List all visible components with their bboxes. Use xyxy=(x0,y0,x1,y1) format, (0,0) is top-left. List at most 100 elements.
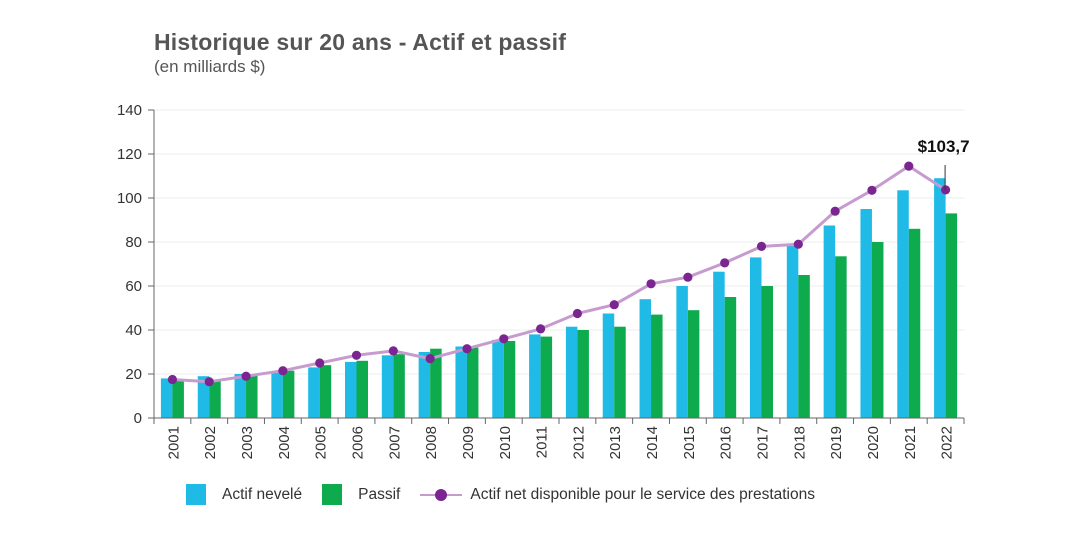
legend-label-actif-net: Actif net disponible pour le service des… xyxy=(470,485,815,503)
bar-passif-2021 xyxy=(908,228,921,418)
bar-passif-2001 xyxy=(172,380,184,418)
legend: Actif nevelé Passif Actif net disponible… xyxy=(186,484,835,505)
bar-actif-2012 xyxy=(565,326,578,418)
x-tick-label-2013: 2013 xyxy=(607,426,624,459)
bar-passif-2005 xyxy=(319,365,332,418)
bar-actif-2021 xyxy=(897,190,909,418)
x-tick-label-2008: 2008 xyxy=(423,426,440,459)
line-series-group xyxy=(167,161,951,387)
bar-actif-2016 xyxy=(713,271,725,418)
x-tick-label-2004: 2004 xyxy=(276,426,293,459)
bar-actif-2008 xyxy=(418,352,431,418)
x-axis-ticks: 2001 2002 2003 2004 2005 2006 2007 2008 2009 2010… xyxy=(153,418,965,459)
bar-actif-2005 xyxy=(308,367,320,418)
y-tick-label-60: 60 xyxy=(125,278,142,295)
legend-swatch-actif xyxy=(186,484,206,505)
point-actif-net-2012 xyxy=(572,308,583,319)
bar-actif-2013 xyxy=(602,313,615,418)
y-tick-label-0: 0 xyxy=(134,410,142,427)
chart-title: Historique sur 20 ans - Actif et passif xyxy=(154,29,567,55)
bar-actif-2015 xyxy=(676,286,688,418)
x-tick-label-2010: 2010 xyxy=(497,426,514,459)
x-tick-label-2009: 2009 xyxy=(460,426,477,459)
bar-passif-2017 xyxy=(761,286,773,418)
y-tick-label-140: 140 xyxy=(117,102,142,119)
bar-passif-2012 xyxy=(577,330,589,418)
bar-actif-2020 xyxy=(860,209,872,418)
point-actif-net-2009 xyxy=(462,344,472,354)
bar-passif-2006 xyxy=(356,360,368,418)
bar-passif-2019 xyxy=(835,256,847,418)
bar-actif-2011 xyxy=(529,334,541,418)
legend-item-actif: Actif nevelé xyxy=(186,484,302,505)
point-actif-net-2002 xyxy=(204,377,214,387)
legend-item-actif-net: Actif net disponible pour le service des… xyxy=(420,486,815,504)
point-actif-net-2005 xyxy=(315,358,325,368)
bar-actif-2002 xyxy=(197,376,210,418)
point-actif-net-2008 xyxy=(425,354,435,364)
bar-passif-2014 xyxy=(651,314,663,418)
annotation-group: $103,7 xyxy=(918,137,970,190)
bar-passif-2002 xyxy=(209,379,221,418)
line-actif-net xyxy=(172,164,947,384)
point-actif-net-2006 xyxy=(351,350,362,360)
point-actif-net-2021 xyxy=(904,161,914,171)
x-tick-label-2019: 2019 xyxy=(828,426,845,459)
bar-actif-2009 xyxy=(455,346,467,418)
bar-passif-2009 xyxy=(466,347,479,418)
bar-passif-2008 xyxy=(430,348,442,418)
point-actif-net-2020 xyxy=(867,185,877,195)
x-tick-label-2021: 2021 xyxy=(902,426,919,459)
bar-actif-2022 xyxy=(934,178,946,418)
x-tick-label-2012: 2012 xyxy=(570,426,587,459)
bar-passif-2020 xyxy=(871,242,884,418)
x-tick-label-2003: 2003 xyxy=(239,426,256,459)
legend-marker xyxy=(435,488,448,501)
bar-passif-2003 xyxy=(246,375,258,418)
bar-actif-2006 xyxy=(345,361,357,418)
annotation-label: $103,7 xyxy=(918,137,970,156)
bar-passif-2007 xyxy=(393,354,405,418)
x-tick-label-2011: 2011 xyxy=(534,426,551,458)
point-actif-net-2003 xyxy=(241,371,251,381)
bar-passif-2011 xyxy=(540,336,553,418)
bar-passif-2004 xyxy=(282,370,295,418)
bar-actif-2001 xyxy=(160,378,173,418)
y-tick-label-20: 20 xyxy=(125,366,142,383)
bar-passif-2022 xyxy=(945,213,958,418)
bar-passif-2013 xyxy=(614,326,626,418)
bar-actif-2017 xyxy=(750,257,762,418)
bar-actif-2018 xyxy=(786,245,799,418)
y-tick-label-100: 100 xyxy=(117,190,142,207)
legend-key-actif-net xyxy=(420,488,463,502)
x-tick-label-2020: 2020 xyxy=(865,426,882,459)
point-actif-net-2010 xyxy=(499,334,509,344)
point-actif-net-2019 xyxy=(830,206,840,216)
x-tick-label-2014: 2014 xyxy=(644,426,661,459)
point-actif-net-2011 xyxy=(535,324,546,334)
point-actif-net-2014 xyxy=(646,279,656,289)
x-tick-label-2001: 2001 xyxy=(165,426,182,459)
point-actif-net-2015 xyxy=(683,272,693,282)
point-actif-net-2016 xyxy=(720,258,730,268)
y-tick-label-120: 120 xyxy=(117,146,142,163)
x-tick-label-2005: 2005 xyxy=(313,426,330,459)
bar-actif-2004 xyxy=(271,371,283,418)
x-tick-label-2016: 2016 xyxy=(718,426,735,459)
legend-label-actif: Actif nevelé xyxy=(222,485,303,503)
point-actif-net-2001 xyxy=(167,374,178,385)
bar-passif-2010 xyxy=(503,341,516,418)
y-tick-label-80: 80 xyxy=(125,234,142,251)
point-actif-net-2004 xyxy=(278,366,288,376)
bar-passif-2015 xyxy=(687,310,700,418)
bar-actif-2007 xyxy=(381,355,394,418)
x-tick-label-2017: 2017 xyxy=(755,426,772,459)
x-tick-label-2006: 2006 xyxy=(350,426,367,459)
bar-actif-2014 xyxy=(639,299,652,418)
point-actif-net-2018 xyxy=(793,239,803,249)
y-axis-ticks: 0 20 40 60 80 100 120 140 xyxy=(117,102,154,427)
legend-label-passif: Passif xyxy=(358,485,401,503)
y-tick-label-40: 40 xyxy=(125,322,142,339)
bar-passif-2016 xyxy=(724,297,737,418)
